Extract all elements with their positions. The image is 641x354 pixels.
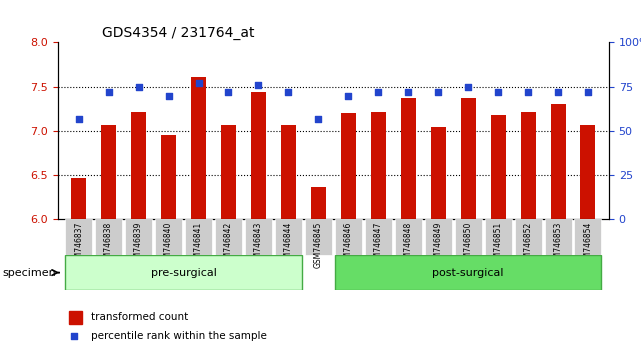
- FancyBboxPatch shape: [335, 219, 362, 255]
- Text: specimen: specimen: [3, 268, 56, 278]
- FancyBboxPatch shape: [65, 219, 92, 255]
- FancyBboxPatch shape: [425, 219, 452, 255]
- Bar: [101, 125, 116, 219]
- Bar: [191, 77, 206, 219]
- Text: post-surgical: post-surgical: [433, 268, 504, 278]
- Text: GSM746845: GSM746845: [314, 221, 323, 268]
- Bar: [490, 115, 506, 219]
- FancyBboxPatch shape: [574, 219, 601, 255]
- FancyBboxPatch shape: [95, 219, 122, 255]
- Bar: [221, 125, 236, 219]
- FancyBboxPatch shape: [335, 255, 601, 290]
- Point: [69, 333, 79, 339]
- FancyBboxPatch shape: [305, 219, 332, 255]
- Text: GSM746842: GSM746842: [224, 221, 233, 268]
- Text: GSM746849: GSM746849: [434, 221, 443, 268]
- Bar: [341, 113, 356, 219]
- FancyBboxPatch shape: [245, 219, 272, 255]
- FancyBboxPatch shape: [485, 219, 512, 255]
- FancyBboxPatch shape: [275, 219, 302, 255]
- Point: [433, 89, 444, 95]
- Point: [74, 116, 84, 121]
- Point: [223, 89, 233, 95]
- Point: [283, 89, 294, 95]
- Point: [403, 89, 413, 95]
- Text: GSM746837: GSM746837: [74, 221, 83, 268]
- Bar: [131, 112, 146, 219]
- Bar: [71, 178, 86, 219]
- Text: GSM746852: GSM746852: [524, 221, 533, 268]
- Bar: [69, 311, 83, 324]
- Bar: [520, 112, 535, 219]
- FancyBboxPatch shape: [545, 219, 572, 255]
- Text: GDS4354 / 231764_at: GDS4354 / 231764_at: [102, 26, 254, 40]
- FancyBboxPatch shape: [395, 219, 422, 255]
- FancyBboxPatch shape: [515, 219, 542, 255]
- FancyBboxPatch shape: [65, 255, 302, 290]
- Text: GSM746839: GSM746839: [134, 221, 143, 268]
- Point: [313, 116, 324, 121]
- Point: [463, 84, 473, 90]
- Text: GSM746838: GSM746838: [104, 221, 113, 268]
- Bar: [551, 104, 565, 219]
- Text: GSM746851: GSM746851: [494, 221, 503, 268]
- FancyBboxPatch shape: [155, 219, 182, 255]
- Point: [553, 89, 563, 95]
- Point: [194, 80, 204, 86]
- Bar: [461, 98, 476, 219]
- FancyBboxPatch shape: [454, 219, 481, 255]
- Text: GSM746846: GSM746846: [344, 221, 353, 268]
- Text: transformed count: transformed count: [91, 312, 188, 322]
- Text: percentile rank within the sample: percentile rank within the sample: [91, 331, 267, 341]
- Bar: [161, 135, 176, 219]
- Bar: [251, 92, 266, 219]
- Text: GSM746844: GSM746844: [284, 221, 293, 268]
- Point: [163, 93, 174, 98]
- Bar: [370, 112, 386, 219]
- Bar: [401, 98, 416, 219]
- FancyBboxPatch shape: [365, 219, 392, 255]
- FancyBboxPatch shape: [185, 219, 212, 255]
- Point: [373, 89, 383, 95]
- Point: [253, 82, 263, 88]
- Bar: [431, 127, 445, 219]
- Text: GSM746853: GSM746853: [554, 221, 563, 268]
- Point: [583, 89, 593, 95]
- Bar: [281, 125, 296, 219]
- Bar: [311, 187, 326, 219]
- Point: [343, 93, 353, 98]
- FancyBboxPatch shape: [215, 219, 242, 255]
- Point: [493, 89, 503, 95]
- Text: GSM746848: GSM746848: [404, 221, 413, 268]
- Bar: [581, 125, 595, 219]
- Point: [103, 89, 113, 95]
- Text: GSM746850: GSM746850: [463, 221, 472, 268]
- Text: GSM746840: GSM746840: [164, 221, 173, 268]
- Text: GSM746847: GSM746847: [374, 221, 383, 268]
- Point: [133, 84, 144, 90]
- FancyBboxPatch shape: [125, 219, 152, 255]
- Text: pre-surgical: pre-surgical: [151, 268, 217, 278]
- Text: GSM746843: GSM746843: [254, 221, 263, 268]
- Text: GSM746841: GSM746841: [194, 221, 203, 268]
- Point: [523, 89, 533, 95]
- Text: GSM746854: GSM746854: [583, 221, 592, 268]
